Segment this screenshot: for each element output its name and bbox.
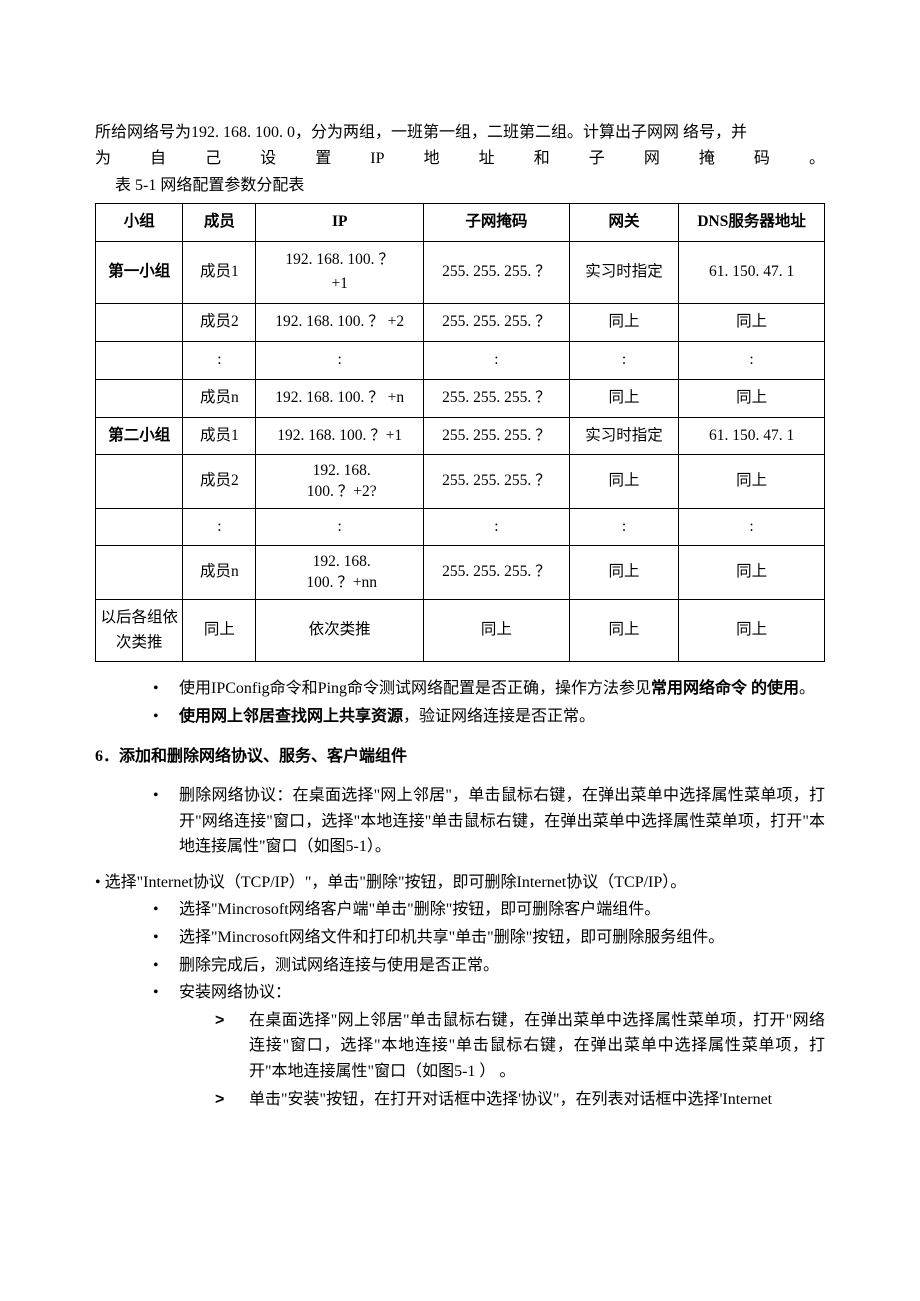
table-header-row: 小组 成员 IP 子网掩码 网关 DNS服务器地址: [96, 203, 825, 241]
list-item: 选择"Mincrosoft网络客户端"单击"删除"按钮，即可删除客户端组件。: [153, 897, 825, 923]
pre-bullet-list: 使用IPConfig命令和Ping命令测试网络配置是否正确，操作方法参见常用网络…: [95, 676, 825, 729]
table-cell: 同上: [679, 546, 825, 599]
table-cell: [96, 341, 183, 379]
table-row: 成员n192. 168.100. ？+nn255. 255. 255. ？同上同…: [96, 546, 825, 599]
section-6-list-1: 删除网络协议：在桌面选择"网上邻居"，单击鼠标右键，在弹出菜单中选择属性菜单项，…: [95, 783, 825, 860]
table-cell: 255. 255. 255. ？: [424, 455, 570, 508]
table-cell: [96, 379, 183, 417]
sub-list-item: 在桌面选择"网上邻居"单击鼠标右键，在弹出菜单中选择属性菜单项，打开"网络连接"…: [215, 1008, 825, 1085]
table-row: 第二小组成员1192. 168. 100. ？+1255. 255. 255. …: [96, 417, 825, 455]
table-cell: 255. 255. 255. ？: [424, 546, 570, 599]
table-cell: 同上: [569, 546, 678, 599]
th-mask: 子网掩码: [424, 203, 570, 241]
table-cell: 同上: [569, 304, 678, 342]
table-row: 成员2192. 168.100. ？+2?255. 255. 255. ？同上同…: [96, 455, 825, 508]
table-cell: 255. 255. 255. ？: [424, 417, 570, 455]
intro-line-2: 为自己设置IP地址和子网掩码。: [95, 146, 825, 172]
table-cell: :: [183, 341, 256, 379]
list-item: 使用IPConfig命令和Ping命令测试网络配置是否正确，操作方法参见常用网络…: [153, 676, 825, 702]
table-row: 以后各组依次类推同上依次类推同上同上同上: [96, 599, 825, 662]
table-cell: 成员n: [183, 546, 256, 599]
table-cell: 192. 168. 100. ？ +n: [256, 379, 424, 417]
th-gateway: 网关: [569, 203, 678, 241]
bold-text: 常用网络命令 的使用: [651, 680, 799, 697]
table-row: 成员2192. 168. 100. ？ +2255. 255. 255. ？同上…: [96, 304, 825, 342]
th-member: 成员: [183, 203, 256, 241]
table-cell: 成员2: [183, 455, 256, 508]
table-cell: 192. 168.100. ？+nn: [256, 546, 424, 599]
table-cell: 实习时指定: [569, 241, 678, 304]
section-6-heading: 6．添加和删除网络协议、服务、客户端组件: [95, 744, 825, 770]
table-cell: 实习时指定: [569, 417, 678, 455]
table-cell: 同上: [679, 379, 825, 417]
list-item: 安装网络协议：在桌面选择"网上邻居"单击鼠标右键，在弹出菜单中选择属性菜单项，打…: [153, 980, 825, 1112]
table-cell: :: [569, 341, 678, 379]
table-cell: [96, 455, 183, 508]
table-cell: 同上: [679, 304, 825, 342]
table-cell: 成员1: [183, 417, 256, 455]
table-row: 第一小组成员1192. 168. 100. ？+1255. 255. 255. …: [96, 241, 825, 304]
table-cell: 同上: [679, 455, 825, 508]
sub-list: 在桌面选择"网上邻居"单击鼠标右键，在弹出菜单中选择属性菜单项，打开"网络连接"…: [179, 1008, 825, 1112]
intro-line-1: 所给网络号为192. 168. 100. 0，分为两组，一班第一组，二班第二组。…: [95, 120, 825, 146]
table-cell: 192. 168. 100. ？ +2: [256, 304, 424, 342]
table-cell: 同上: [424, 599, 570, 662]
table-cell: :: [256, 341, 424, 379]
table-cell: 成员1: [183, 241, 256, 304]
list-item: 删除网络协议：在桌面选择"网上邻居"，单击鼠标右键，在弹出菜单中选择属性菜单项，…: [153, 783, 825, 860]
table-cell: [96, 546, 183, 599]
table-caption: 表 5-1 网络配置参数分配表: [115, 173, 825, 199]
table-cell: 255. 255. 255. ？: [424, 304, 570, 342]
table-cell: 依次类推: [256, 599, 424, 662]
table-cell: 同上: [569, 599, 678, 662]
table-cell: :: [679, 508, 825, 546]
table-cell: 成员2: [183, 304, 256, 342]
section-6-list-2: 选择"Mincrosoft网络客户端"单击"删除"按钮，即可删除客户端组件。选择…: [95, 897, 825, 1112]
bold-text: 使用网上邻居查找网上共享资源: [179, 708, 403, 725]
table-row: :::::: [96, 508, 825, 546]
table-cell: 同上: [569, 379, 678, 417]
table-cell: 61. 150. 47. 1: [679, 417, 825, 455]
table-body: 第一小组成员1192. 168. 100. ？+1255. 255. 255. …: [96, 241, 825, 662]
table-cell: :: [569, 508, 678, 546]
table-cell: 192. 168. 100. ？+1: [256, 241, 424, 304]
table-cell: 192. 168.100. ？+2?: [256, 455, 424, 508]
table-cell: 第一小组: [96, 241, 183, 304]
table-cell: 第二小组: [96, 417, 183, 455]
sub-list-item: 单击"安装"按钮，在打开对话框中选择'协议"，在列表对话框中选择'Interne…: [215, 1087, 825, 1113]
table-cell: [96, 304, 183, 342]
list-item: 使用网上邻居查找网上共享资源，验证网络连接是否正常。: [153, 704, 825, 730]
table-cell: [96, 508, 183, 546]
list-item: 删除完成后，测试网络连接与使用是否正常。: [153, 953, 825, 979]
table-cell: :: [256, 508, 424, 546]
table-cell: 同上: [569, 455, 678, 508]
document-page: 所给网络号为192. 168. 100. 0，分为两组，一班第一组，二班第二组。…: [0, 0, 920, 1162]
table-cell: 255. 255. 255. ？: [424, 241, 570, 304]
th-dns: DNS服务器地址: [679, 203, 825, 241]
th-ip: IP: [256, 203, 424, 241]
table-cell: 成员n: [183, 379, 256, 417]
table-cell: 以后各组依次类推: [96, 599, 183, 662]
table-cell: :: [183, 508, 256, 546]
table-cell: 同上: [679, 599, 825, 662]
table-cell: 同上: [183, 599, 256, 662]
table-cell: 255. 255. 255. ？: [424, 379, 570, 417]
section-6-hanging-item: • 选择"Internet协议（TCP/IP）"，单击"删除"按钮，即可删除In…: [95, 870, 825, 896]
network-config-table: 小组 成员 IP 子网掩码 网关 DNS服务器地址 第一小组成员1192. 16…: [95, 203, 825, 663]
table-cell: 192. 168. 100. ？+1: [256, 417, 424, 455]
table-cell: :: [424, 508, 570, 546]
table-cell: :: [424, 341, 570, 379]
table-row: 成员n192. 168. 100. ？ +n255. 255. 255. ？同上…: [96, 379, 825, 417]
table-cell: :: [679, 341, 825, 379]
list-item: 选择"Mincrosoft网络文件和打印机共享"单击"删除"按钮，即可删除服务组…: [153, 925, 825, 951]
th-group: 小组: [96, 203, 183, 241]
table-row: :::::: [96, 341, 825, 379]
table-cell: 61. 150. 47. 1: [679, 241, 825, 304]
